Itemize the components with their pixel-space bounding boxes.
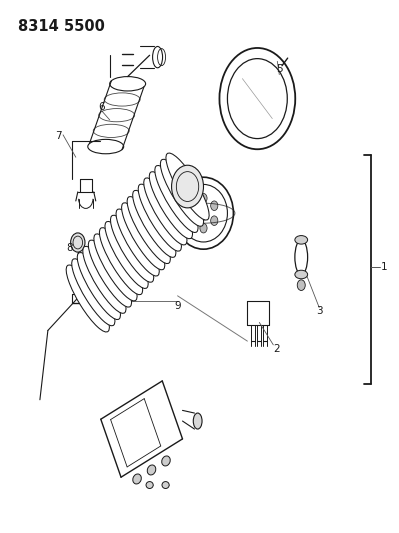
Circle shape: [200, 193, 207, 203]
Ellipse shape: [127, 197, 170, 264]
Ellipse shape: [147, 465, 156, 475]
Circle shape: [297, 280, 305, 290]
Circle shape: [172, 165, 203, 208]
Ellipse shape: [133, 190, 176, 257]
Ellipse shape: [162, 456, 170, 466]
Text: 1: 1: [381, 262, 388, 271]
Ellipse shape: [133, 474, 141, 484]
Ellipse shape: [162, 482, 169, 488]
Circle shape: [211, 216, 218, 225]
Circle shape: [211, 201, 218, 211]
Ellipse shape: [166, 153, 209, 220]
Text: 9: 9: [174, 301, 181, 311]
Ellipse shape: [160, 159, 203, 227]
Text: 5: 5: [276, 63, 282, 74]
Text: 8: 8: [67, 243, 73, 253]
Ellipse shape: [77, 253, 120, 320]
Circle shape: [198, 206, 209, 220]
Ellipse shape: [72, 259, 115, 326]
Ellipse shape: [138, 184, 182, 251]
Text: 4: 4: [185, 206, 192, 216]
Circle shape: [189, 216, 196, 225]
Ellipse shape: [155, 165, 198, 232]
Text: 8314 5500: 8314 5500: [18, 19, 105, 34]
Ellipse shape: [88, 240, 132, 307]
Ellipse shape: [122, 203, 165, 270]
Ellipse shape: [149, 172, 192, 239]
Ellipse shape: [75, 260, 80, 265]
Circle shape: [71, 233, 85, 252]
Ellipse shape: [105, 221, 148, 288]
Ellipse shape: [99, 228, 142, 295]
Circle shape: [200, 223, 207, 233]
Ellipse shape: [83, 246, 126, 313]
Text: 2: 2: [273, 344, 280, 354]
Ellipse shape: [94, 234, 137, 301]
Ellipse shape: [111, 215, 154, 282]
Ellipse shape: [144, 178, 187, 245]
Circle shape: [189, 201, 196, 211]
Ellipse shape: [146, 482, 153, 488]
Ellipse shape: [66, 265, 109, 332]
Text: 7: 7: [55, 131, 62, 141]
Ellipse shape: [295, 236, 308, 244]
Ellipse shape: [116, 209, 159, 276]
Ellipse shape: [193, 413, 202, 429]
Ellipse shape: [295, 270, 308, 279]
Text: 6: 6: [99, 102, 105, 112]
Text: 3: 3: [316, 306, 322, 317]
